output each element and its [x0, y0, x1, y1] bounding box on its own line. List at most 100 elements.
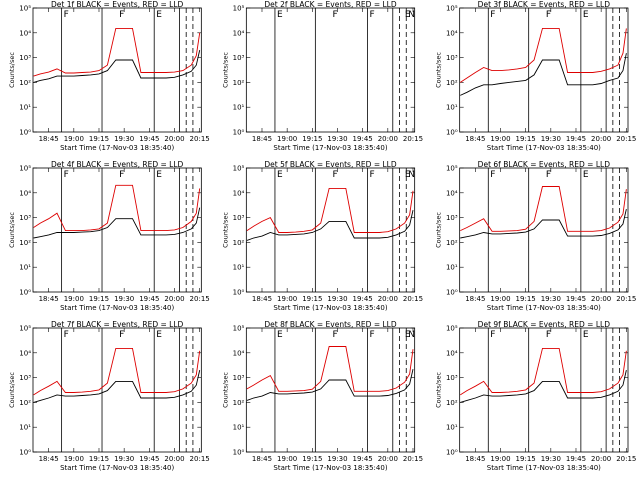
- x-tick-label: 20:15: [616, 455, 636, 463]
- y-tick-label: 10⁴: [446, 29, 458, 37]
- y-axis-label: Counts/sec: [8, 52, 16, 88]
- event-marker: F: [119, 10, 124, 20]
- chart-title: Det 1f BLACK = Events, RED = LLD: [51, 0, 184, 9]
- x-axis-label: Start Time (17-Nov-03 18:35:40): [60, 464, 174, 472]
- x-tick-label: 20:15: [403, 295, 423, 303]
- x-tick-label: 18:45: [39, 455, 59, 463]
- panel-det-7: Det 7f BLACK = Events, RED = LLD 10⁰ 10¹ 10…: [8, 320, 210, 472]
- chart-title: Det 9f BLACK = Events, RED = LLD: [478, 320, 611, 329]
- x-tick-label: 19:30: [114, 295, 134, 303]
- event-marker: F: [119, 330, 124, 340]
- x-tick-label: 18:45: [39, 295, 59, 303]
- x-tick-label: 20:00: [591, 295, 611, 303]
- plot-frame: [459, 327, 629, 453]
- x-tick-label: 19:45: [566, 455, 586, 463]
- x-tick-label: 18:45: [39, 135, 59, 143]
- series-line-lld: [460, 186, 627, 232]
- x-tick-label: 19:15: [302, 455, 322, 463]
- y-tick-label: 10⁵: [446, 165, 458, 173]
- y-tick-label: 10⁵: [446, 325, 458, 333]
- y-tick-label: 10⁰: [19, 129, 31, 137]
- y-tick-label: 10³: [233, 374, 245, 382]
- x-tick-label: 19:00: [490, 135, 510, 143]
- x-tick-label: 20:00: [591, 455, 611, 463]
- x-axis-label: Start Time (17-Nov-03 18:35:40): [487, 464, 601, 472]
- event-marker: E: [405, 10, 411, 20]
- x-tick-label: 20:15: [190, 295, 210, 303]
- x-axis-label: Start Time (17-Nov-03 18:35:40): [60, 144, 174, 152]
- x-tick-label: 19:45: [139, 295, 159, 303]
- y-tick-label: 10²: [446, 239, 458, 247]
- y-tick-label: 10⁴: [19, 349, 31, 357]
- y-tick-label: 10⁴: [19, 29, 31, 37]
- y-tick-label: 10⁰: [233, 449, 245, 457]
- event-marker: N: [408, 330, 415, 340]
- x-tick-label: 20:15: [616, 135, 636, 143]
- chart-title: Det 6f BLACK = Events, RED = LLD: [478, 160, 611, 169]
- chart-title: Det 7f BLACK = Events, RED = LLD: [51, 320, 184, 329]
- y-tick-label: 10¹: [233, 424, 245, 432]
- y-tick-label: 10⁵: [19, 5, 31, 13]
- x-axis-label: Start Time (17-Nov-03 18:35:40): [487, 304, 601, 312]
- plot-frame: [32, 327, 202, 453]
- series-line-events: [246, 368, 414, 401]
- x-tick-label: 19:15: [302, 135, 322, 143]
- x-tick-label: 20:15: [403, 455, 423, 463]
- y-tick-label: 10¹: [446, 104, 458, 112]
- chart-title: Det 3f BLACK = Events, RED = LLD: [478, 0, 611, 9]
- event-marker: F: [490, 330, 495, 340]
- x-tick-label: 18:45: [252, 295, 272, 303]
- chart-title: Det 2f BLACK = Events, RED = LLD: [264, 0, 397, 9]
- event-marker: E: [156, 170, 162, 180]
- event-marker: F: [546, 330, 551, 340]
- x-tick-label: 19:45: [566, 135, 586, 143]
- x-tick-label: 19:00: [490, 295, 510, 303]
- x-tick-label: 18:45: [252, 455, 272, 463]
- x-tick-label: 19:30: [541, 295, 561, 303]
- y-tick-label: 10²: [233, 399, 245, 407]
- event-marker: E: [277, 10, 283, 20]
- y-tick-label: 10¹: [233, 264, 245, 272]
- y-tick-label: 10⁵: [233, 5, 245, 13]
- plot-frame: [245, 327, 416, 453]
- panel-det-1: Det 1f BLACK = Events, RED = LLD 10⁰ 10¹ 10…: [8, 0, 210, 152]
- y-axis-label: Counts/sec: [8, 372, 16, 408]
- x-tick-label: 19:45: [353, 295, 373, 303]
- x-axis-label: Start Time (17-Nov-03 18:35:40): [60, 304, 174, 312]
- x-tick-label: 19:30: [327, 295, 347, 303]
- series-line-lld: [246, 187, 414, 233]
- x-tick-label: 19:15: [89, 135, 109, 143]
- y-tick-label: 10⁵: [19, 325, 31, 333]
- series-line-lld: [460, 27, 627, 83]
- event-marker: F: [490, 10, 495, 20]
- y-tick-label: 10³: [446, 374, 458, 382]
- x-tick-label: 19:30: [327, 135, 347, 143]
- y-tick-label: 10⁰: [19, 449, 31, 457]
- y-tick-label: 10²: [19, 239, 31, 247]
- plot-frame: [459, 167, 629, 293]
- event-marker: F: [333, 330, 338, 340]
- x-tick-label: 19:15: [516, 295, 536, 303]
- x-axis-label: Start Time (17-Nov-03 18:35:40): [273, 304, 387, 312]
- x-tick-label: 20:00: [164, 295, 184, 303]
- event-marker: F: [490, 170, 495, 180]
- series-line-events: [33, 207, 201, 239]
- y-tick-label: 10²: [233, 79, 245, 87]
- y-axis-label: Counts/sec: [221, 372, 229, 408]
- x-tick-label: 19:45: [139, 455, 159, 463]
- chart-title: Det 5f BLACK = Events, RED = LLD: [264, 160, 397, 169]
- chart-title: Det 8f BLACK = Events, RED = LLD: [264, 320, 397, 329]
- x-tick-label: 20:00: [164, 135, 184, 143]
- event-marker: F: [370, 330, 375, 340]
- x-tick-label: 19:00: [490, 455, 510, 463]
- x-tick-label: 19:30: [541, 455, 561, 463]
- x-tick-label: 19:00: [64, 455, 84, 463]
- x-tick-label: 18:45: [465, 295, 485, 303]
- y-tick-label: 10⁴: [233, 349, 245, 357]
- plot-frame: [32, 167, 202, 293]
- x-axis-label: Start Time (17-Nov-03 18:35:40): [487, 144, 601, 152]
- event-marker: N: [408, 10, 415, 20]
- x-tick-label: 19:00: [64, 295, 84, 303]
- x-tick-label: 19:00: [277, 455, 297, 463]
- y-tick-label: 10³: [19, 54, 31, 62]
